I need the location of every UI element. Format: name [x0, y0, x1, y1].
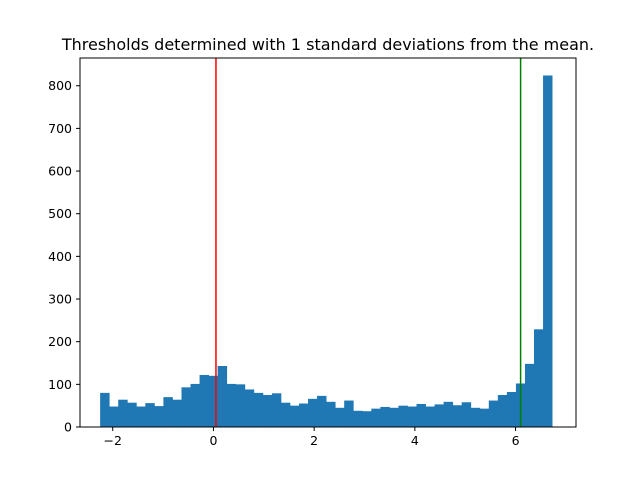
histogram-bar — [163, 397, 173, 427]
y-tick-label: 300 — [48, 292, 72, 307]
histogram-bar — [298, 403, 309, 427]
y-tick-label: 200 — [48, 334, 72, 349]
threshold-lines — [215, 58, 522, 427]
histogram-bar — [317, 395, 327, 427]
histogram-bar — [398, 405, 408, 427]
histogram-bar — [344, 400, 354, 427]
y-tick-label: 100 — [48, 377, 72, 392]
histogram-bar — [154, 406, 164, 427]
y-tick-label: 400 — [48, 249, 72, 264]
histogram-bar — [145, 403, 155, 427]
histogram-bar — [181, 387, 191, 427]
histogram-bar — [479, 408, 490, 427]
histogram-bar — [543, 75, 553, 427]
histogram-bar — [271, 393, 282, 427]
histogram-bar — [118, 399, 128, 427]
histogram-bar — [326, 401, 336, 427]
histogram-bar — [226, 383, 237, 427]
histogram-bar — [308, 398, 318, 427]
histogram-bar — [172, 399, 182, 427]
histogram-bar — [389, 407, 399, 427]
histogram-bar — [235, 384, 246, 427]
histogram-bar — [136, 406, 146, 427]
x-axis: −2 0 2 4 6 — [104, 427, 520, 448]
histogram-bar — [380, 406, 390, 427]
histogram-bar — [488, 400, 499, 427]
plot-frame — [79, 57, 577, 428]
histogram-bar — [506, 392, 517, 427]
y-tick-label: 700 — [48, 121, 72, 136]
histogram-bar — [253, 392, 264, 427]
histogram-bar — [371, 408, 381, 427]
histogram-bar — [470, 407, 481, 427]
histogram-bar — [534, 329, 544, 427]
x-tick-label: 6 — [512, 433, 520, 448]
histogram-bars — [100, 75, 553, 427]
histogram-bar — [353, 410, 363, 427]
histogram-bar — [443, 401, 454, 427]
histogram-bar — [407, 406, 417, 427]
chart-title: Thresholds determined with 1 standard de… — [61, 35, 594, 54]
y-axis: 0 100 200 300 400 500 600 700 800 — [48, 78, 80, 435]
x-tick-label: 2 — [310, 433, 318, 448]
histogram-bar — [362, 411, 372, 427]
histogram-bar — [262, 395, 273, 427]
histogram-bar — [461, 402, 472, 427]
histogram-bar — [434, 404, 445, 427]
x-tick-label: 4 — [411, 433, 419, 448]
x-tick-label: −2 — [104, 433, 122, 448]
histogram-bar — [280, 402, 291, 427]
histogram-bar — [289, 405, 300, 427]
histogram-bar — [208, 375, 219, 427]
y-tick-label: 600 — [48, 164, 72, 179]
histogram-bar — [416, 403, 426, 427]
y-tick-label: 500 — [48, 206, 72, 221]
histogram-bar — [109, 406, 119, 427]
histogram-bar — [497, 395, 508, 427]
x-tick-label: 0 — [209, 433, 217, 448]
histogram-bar — [524, 363, 535, 427]
histogram-bar — [335, 407, 345, 427]
histogram-bar — [217, 365, 228, 427]
histogram-bar — [452, 405, 463, 427]
histogram-bar — [100, 392, 110, 427]
histogram-bar — [127, 402, 137, 427]
y-tick-label: 800 — [48, 78, 72, 93]
histogram-bar — [190, 383, 200, 427]
histogram-bar — [425, 406, 435, 427]
histogram-bar — [199, 374, 210, 427]
histogram-bar — [244, 389, 255, 427]
y-tick-label: 0 — [64, 420, 72, 435]
